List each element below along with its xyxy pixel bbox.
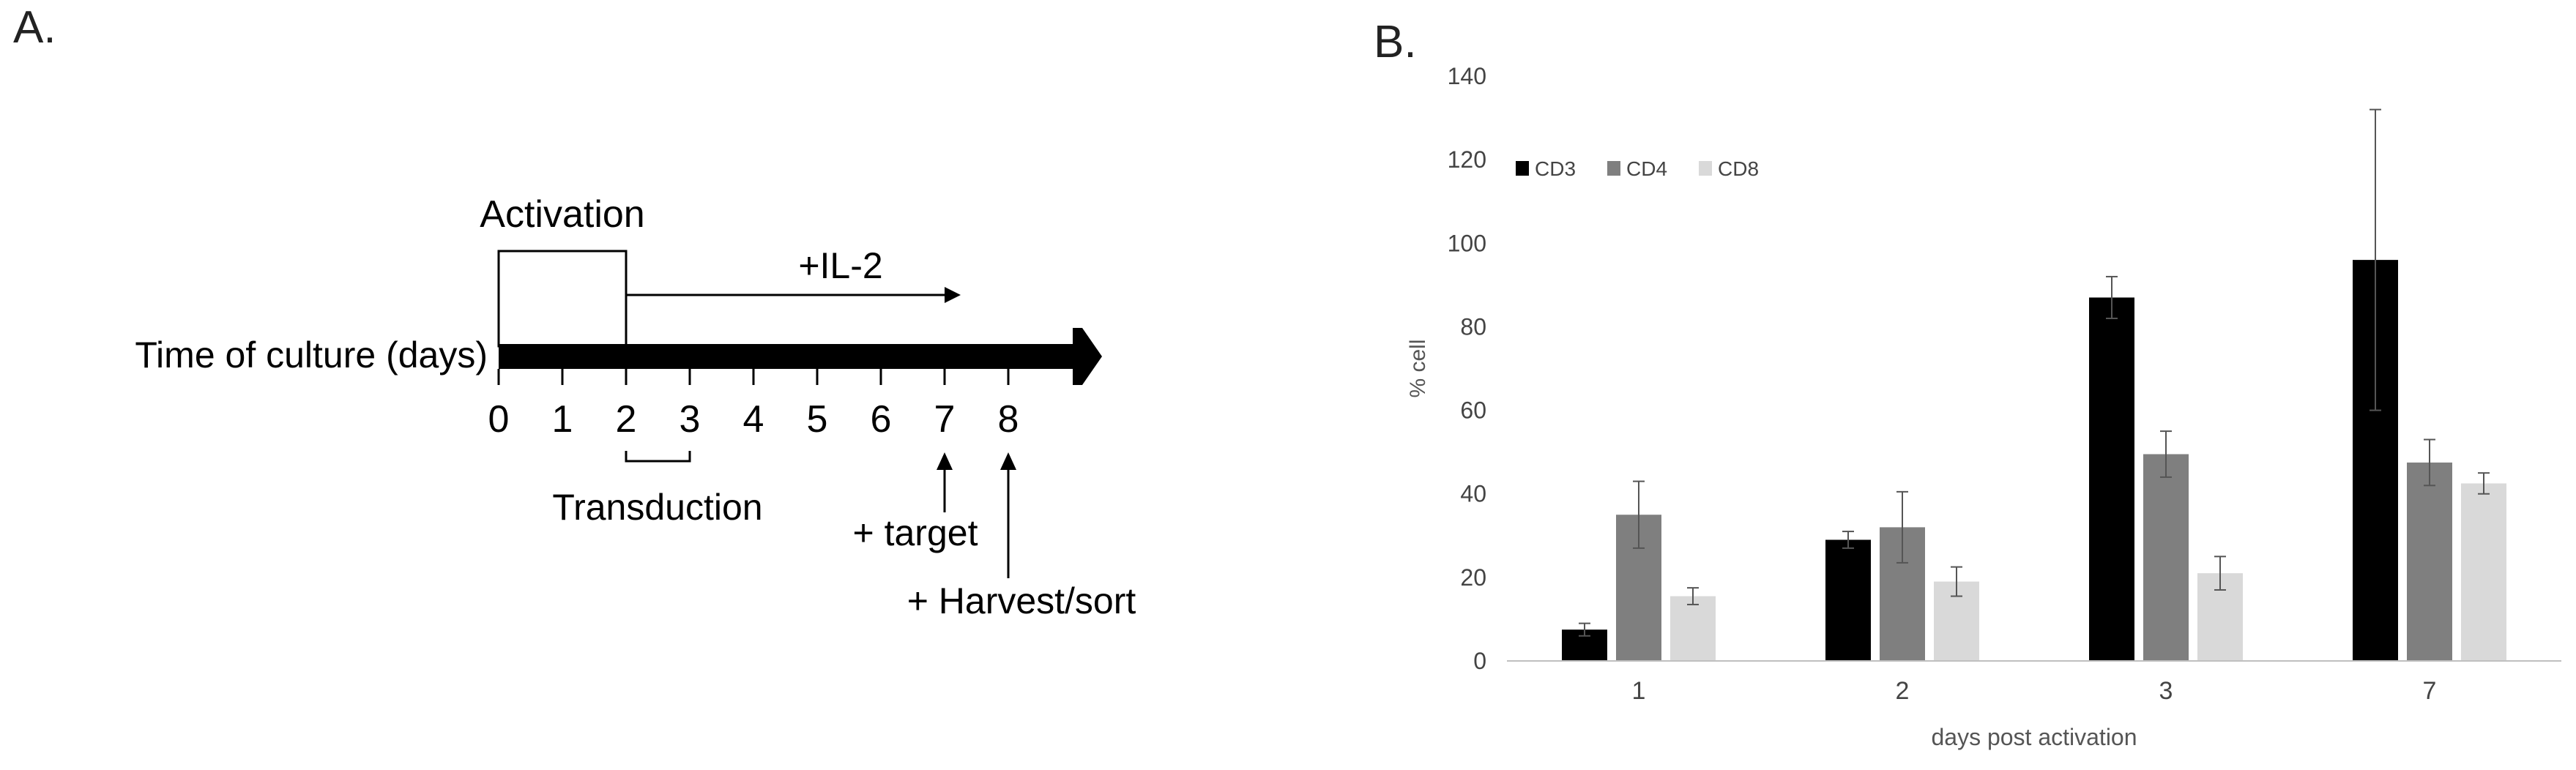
- panel-a-letter: A.: [13, 2, 56, 53]
- legend-label-cd8: CD8: [1718, 157, 1759, 180]
- day-tick-4: 4: [743, 398, 764, 441]
- activation-label: Activation: [480, 193, 644, 236]
- y-tick-label: 140: [1448, 63, 1486, 89]
- day-tick-0: 0: [488, 398, 510, 441]
- timeline-bar: [499, 344, 1077, 369]
- x-tick-label: 1: [1632, 677, 1646, 705]
- day-tick-5: 5: [807, 398, 828, 441]
- bar-chart: 0 20 40 60 80 100 120 140 1 2 3 7 % cell days post…: [1406, 63, 2561, 750]
- harvest-arrow-head: [1000, 452, 1016, 470]
- y-axis-label: % cell: [1406, 339, 1430, 397]
- error-bars: [1579, 108, 2490, 637]
- day-ticks: [497, 369, 1010, 385]
- legend-label-cd3: CD3: [1535, 157, 1576, 180]
- timeline-diagram: Activation +IL-2 Time of culture (days) …: [135, 193, 1136, 621]
- legend-swatch-cd8: [1699, 161, 1712, 176]
- x-axis-label: days post activation: [1931, 724, 2137, 750]
- day-tick-2: 2: [616, 398, 637, 441]
- x-tick-label: 2: [1896, 677, 1910, 705]
- bar-cd3-day-2: [1825, 539, 1871, 661]
- x-tick-label: 3: [2159, 677, 2173, 705]
- y-axis-ticks: 0 20 40 60 80 100 120 140: [1448, 63, 1486, 674]
- bar-cd8-day-1: [1670, 596, 1716, 661]
- bars: [1562, 260, 2506, 662]
- day-tick-6: 6: [871, 398, 892, 441]
- timeline-arrow-head: [1073, 328, 1102, 385]
- il2-arrow-head: [945, 287, 961, 303]
- il2-label: +IL-2: [798, 245, 882, 286]
- day-tick-labels: 0 1 2 3 4 5 6 7 8: [488, 398, 1019, 441]
- target-arrow-head: [937, 452, 953, 470]
- bar-cd4-day-7: [2407, 462, 2452, 661]
- y-tick-label: 40: [1460, 481, 1486, 507]
- legend-swatch-cd4: [1607, 161, 1620, 176]
- bar-cd3-day-3: [2089, 297, 2134, 661]
- bar-cd4-day-3: [2143, 454, 2189, 661]
- y-tick-label: 0: [1473, 648, 1486, 674]
- panel-b-letter: B.: [1374, 17, 1417, 67]
- y-tick-label: 20: [1460, 564, 1486, 591]
- legend: CD3 CD4 CD8: [1516, 157, 1759, 180]
- day-tick-7: 7: [934, 398, 956, 441]
- y-tick-label: 80: [1460, 313, 1486, 340]
- day-tick-1: 1: [552, 398, 573, 441]
- day-tick-3: 3: [680, 398, 701, 441]
- y-tick-label: 100: [1448, 230, 1486, 256]
- harvest-label: + Harvest/sort: [907, 580, 1136, 621]
- transduction-label: Transduction: [552, 487, 762, 528]
- day-tick-8: 8: [998, 398, 1019, 441]
- bar-cd8-day-7: [2461, 483, 2506, 661]
- legend-label-cd4: CD4: [1626, 157, 1667, 180]
- legend-swatch-cd3: [1516, 161, 1529, 176]
- y-tick-label: 60: [1460, 397, 1486, 424]
- transduction-bracket: [625, 451, 691, 463]
- x-axis-ticks: 1 2 3 7: [1632, 677, 2437, 705]
- target-label: + target: [853, 512, 978, 553]
- activation-box: [497, 250, 628, 348]
- x-tick-label: 7: [2423, 677, 2437, 705]
- timeline-label: Time of culture (days): [135, 334, 488, 375]
- y-tick-label: 120: [1448, 146, 1486, 173]
